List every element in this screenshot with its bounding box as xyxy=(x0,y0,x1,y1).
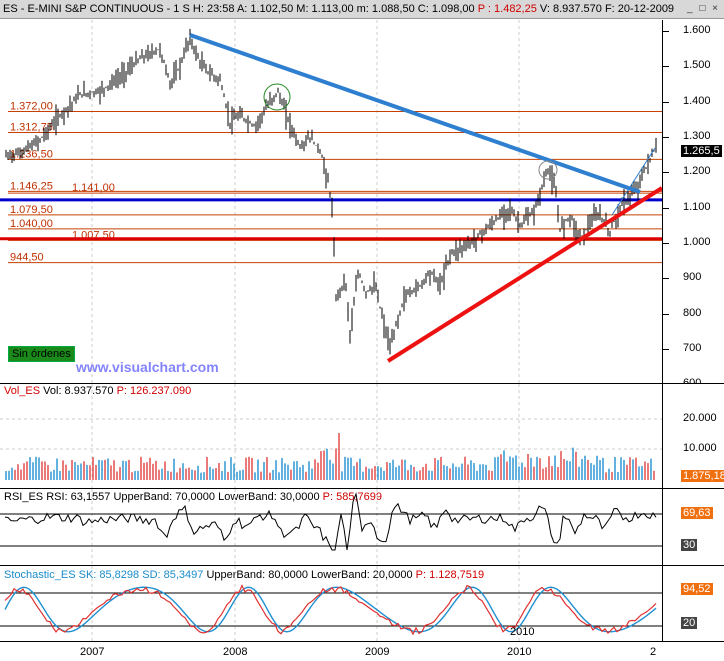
volume-last-tag: 1.875,18 xyxy=(681,470,724,482)
date-value: F: 20-12-2009 xyxy=(604,3,675,15)
fib-level-label: 1.040,00 xyxy=(10,218,53,230)
volume-header: Vol_ES Vol: 8.937.570 P: 126.237.090 xyxy=(4,385,191,397)
volume-axis[interactable]: 20.000 10.000 1.875,18 xyxy=(662,384,724,488)
close-value: C: 1.098,00 xyxy=(417,3,475,15)
fib-level-label: 1.312,75 xyxy=(10,121,53,133)
volume-value: V: 8.937.570 xyxy=(539,3,602,15)
volume-tick: 20.000 xyxy=(683,412,717,424)
year-label: 2 xyxy=(650,646,657,658)
stoch-header: Stochastic_ES SK: 85,8298 SD: 85,3497 Up… xyxy=(4,569,484,581)
stoch-p: P: 1.128,7519 xyxy=(415,569,485,581)
price-tick: 900 xyxy=(683,271,702,284)
price-tick: 1.200 xyxy=(683,165,711,178)
fib-level-label: 1.236,50 xyxy=(10,148,53,160)
rsi-value: RSI: 63,1557 xyxy=(46,491,111,503)
year-label-inner: 2010 xyxy=(510,626,535,638)
year-label: 2009 xyxy=(365,646,390,658)
highlight-circle xyxy=(263,83,291,111)
p-value: P : 1.482,25 xyxy=(477,3,537,15)
fib-level-label: 944,50 xyxy=(10,252,44,264)
volume-chart[interactable] xyxy=(0,384,662,488)
year-label: 2010 xyxy=(507,646,532,658)
watermark: www.visualchart.com xyxy=(76,359,219,375)
fib-level-label: 1.141,00 xyxy=(72,182,115,194)
volume-value: Vol: 8.937.570 xyxy=(43,385,114,397)
rsi-last-tag: 69,63 xyxy=(681,507,713,519)
price-tick: 1.100 xyxy=(683,200,711,213)
rsi-chart[interactable] xyxy=(0,489,662,566)
year-label: 2007 xyxy=(80,646,105,658)
price-tick: 1.300 xyxy=(683,129,711,142)
year-label: 2008 xyxy=(223,646,248,658)
hour-value: H: 23:58 xyxy=(192,3,235,15)
fib-level-label: 1.372,00 xyxy=(10,101,53,113)
stoch-last-tag: 94,52 xyxy=(681,583,713,595)
rsi-axis[interactable]: 69,63 30 xyxy=(662,489,724,566)
price-tick: 700 xyxy=(683,341,702,354)
stoch-sk: SK: 85,8298 xyxy=(78,569,140,581)
time-axis[interactable]: 2007 2008 2009 2010 2 xyxy=(0,641,724,661)
trend-line-thin xyxy=(611,147,656,216)
price-tick: 1.600 xyxy=(683,24,711,36)
title-bar: ES - E-MINI S&P CONTINUOUS - 1 S H: 23:5… xyxy=(0,0,724,19)
rsi-band-tag: 30 xyxy=(681,539,698,551)
price-tick: 1.500 xyxy=(683,59,711,72)
trend-line-blue xyxy=(189,33,641,194)
no-orders-badge[interactable]: Sin órdenes xyxy=(8,346,75,362)
stoch-sd-line xyxy=(4,586,657,633)
price-tick: 1.000 xyxy=(683,235,711,248)
window-buttons[interactable]: _ □ × xyxy=(687,3,720,14)
price-tick: 1.400 xyxy=(683,94,711,107)
rsi-header: RSI_ES RSI: 63,1557 UpperBand: 70,0000 L… xyxy=(4,491,382,503)
rsi-lower: LowerBand: 30,0000 xyxy=(218,491,320,503)
volume-tick: 10.000 xyxy=(683,442,717,454)
trend-line-red xyxy=(386,186,662,363)
stoch-upper: UpperBand: 80,0000 xyxy=(206,569,308,581)
title-text: ES - E-MINI S&P CONTINUOUS - 1 S H: 23:5… xyxy=(3,3,674,15)
price-axis[interactable]: 1.600 1.500 1.400 1.300 1.200 1.100 1.000 900 80… xyxy=(662,20,724,389)
rsi-line xyxy=(4,492,657,551)
stoch-band-tag: 20 xyxy=(681,617,698,629)
highlight-circle xyxy=(538,160,558,180)
stoch-sk-line xyxy=(4,584,657,636)
stoch-lower: LowerBand: 20,0000 xyxy=(311,569,413,581)
high-value: M: 1.113,00 xyxy=(296,3,354,15)
stoch-title: Stochastic_ES xyxy=(4,569,76,581)
rsi-upper: UpperBand: 70,0000 xyxy=(113,491,216,503)
price-chart[interactable]: 1.372,00 1.312,75 1.236,50 1.146,25 1.141,00… xyxy=(0,20,662,383)
stoch-sd: SD: 85,3497 xyxy=(142,569,204,581)
fib-level-label: 1.079,50 xyxy=(10,204,53,216)
price-tick: 800 xyxy=(683,306,702,319)
volume-p: P: 126.237.090 xyxy=(116,385,192,397)
stochastic-chart[interactable] xyxy=(0,566,662,641)
stoch-axis[interactable]: 94,52 20 xyxy=(662,566,724,641)
rsi-p: P: 585,7699 xyxy=(322,491,383,503)
open-value: A: 1.102,50 xyxy=(236,3,294,15)
fib-level-label: 1.146,25 xyxy=(10,180,53,192)
low-value: m: 1.088,50 xyxy=(356,3,415,15)
rsi-title: RSI_ES xyxy=(4,491,44,503)
last-price-tag: 1.265,5 xyxy=(681,144,722,157)
symbol-label: ES - E-MINI S&P CONTINUOUS - 1 S xyxy=(3,3,193,15)
volume-title: Vol_ES xyxy=(4,385,41,397)
